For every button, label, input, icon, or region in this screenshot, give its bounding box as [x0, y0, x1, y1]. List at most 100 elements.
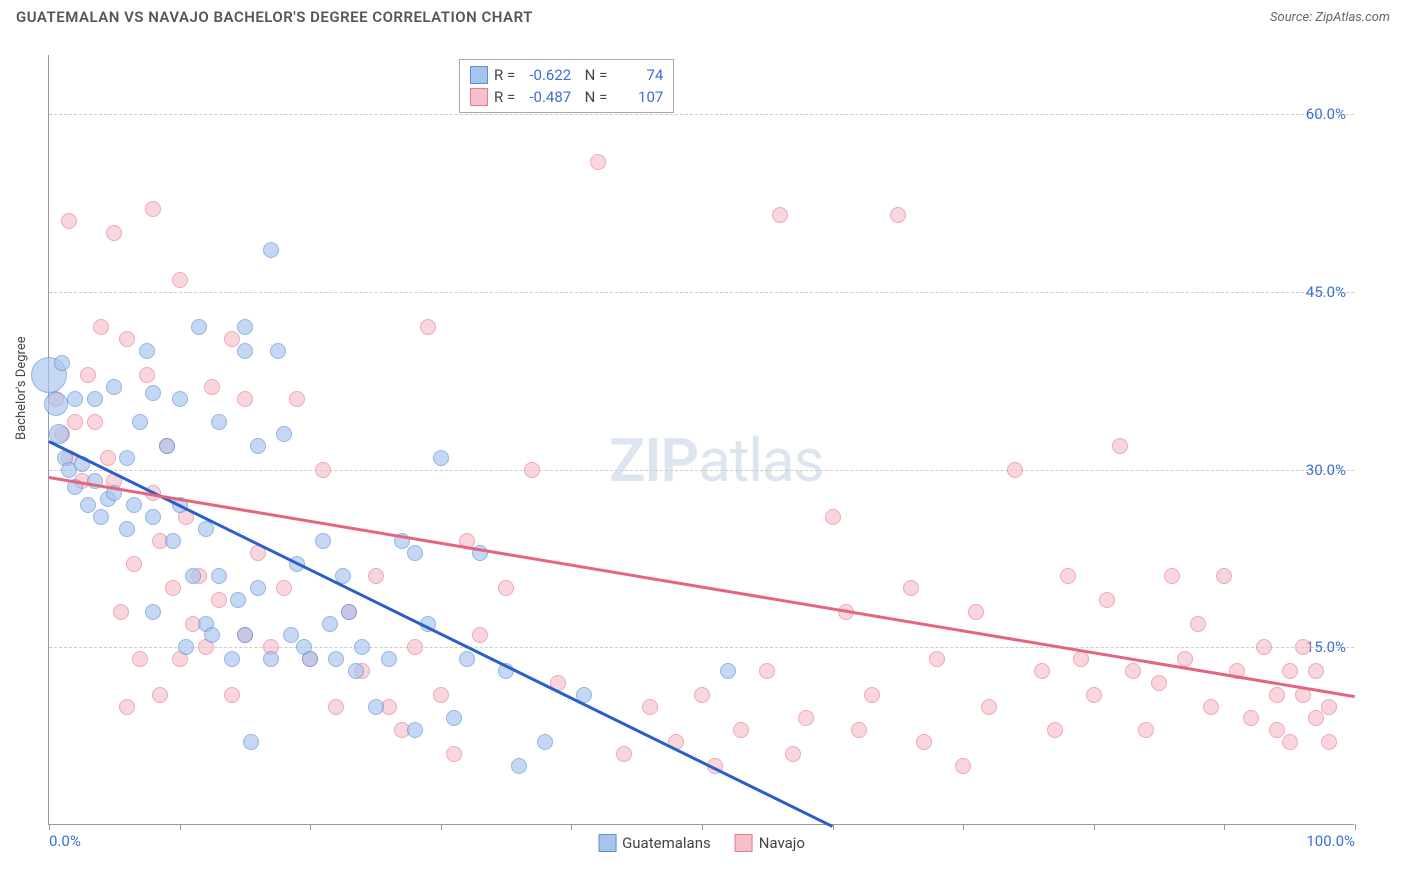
data-point	[152, 687, 168, 703]
data-point	[1308, 710, 1324, 726]
data-point	[981, 699, 997, 715]
data-point	[211, 592, 227, 608]
data-point	[433, 450, 449, 466]
data-point	[864, 687, 880, 703]
data-point	[80, 367, 96, 383]
gridline-h	[49, 647, 1354, 648]
data-point	[759, 663, 775, 679]
x-tick	[702, 824, 703, 830]
bottom-legend: GuatemalansNavajo	[598, 834, 805, 852]
data-point	[263, 242, 279, 258]
y-tick-label: 30.0%	[1306, 461, 1346, 479]
data-point	[407, 722, 423, 738]
stat-key: R =	[494, 88, 515, 106]
data-point	[328, 651, 344, 667]
data-point	[87, 391, 103, 407]
stat-key: R =	[494, 66, 515, 84]
data-point	[446, 746, 462, 762]
chart-header: GUATEMALAN VS NAVAJO BACHELOR'S DEGREE C…	[0, 0, 1406, 30]
legend-swatch	[470, 66, 488, 84]
data-point	[890, 207, 906, 223]
stats-legend: R =-0.622 N =74R =-0.487 N =107	[459, 59, 674, 113]
data-point	[511, 758, 527, 774]
data-point	[368, 699, 384, 715]
data-point	[54, 355, 70, 371]
stat-n-value: 74	[613, 66, 663, 84]
data-point	[772, 207, 788, 223]
data-point	[798, 710, 814, 726]
data-point	[1203, 699, 1219, 715]
data-point	[694, 687, 710, 703]
data-point	[243, 734, 259, 750]
data-point	[472, 627, 488, 643]
data-point	[851, 722, 867, 738]
data-point	[119, 699, 135, 715]
data-point	[407, 545, 423, 561]
data-point	[1308, 663, 1324, 679]
data-point	[733, 722, 749, 738]
data-point	[825, 509, 841, 525]
legend-item: Navajo	[735, 834, 805, 852]
data-point	[224, 687, 240, 703]
gridline-h	[49, 470, 1354, 471]
source-label: Source: ZipAtlas.com	[1270, 10, 1390, 25]
data-point	[1099, 592, 1115, 608]
data-point	[211, 568, 227, 584]
data-point	[1321, 699, 1337, 715]
data-point	[139, 343, 155, 359]
scatter-chart: ZIPatlas 15.0%30.0%45.0%60.0%0.0%100.0%R…	[48, 55, 1354, 825]
data-point	[315, 462, 331, 478]
x-tick	[1224, 824, 1225, 830]
data-point	[283, 627, 299, 643]
x-tick	[963, 824, 964, 830]
stats-row: R =-0.622 N =74	[470, 64, 663, 86]
data-point	[537, 734, 553, 750]
data-point	[61, 213, 77, 229]
data-point	[165, 580, 181, 596]
data-point	[1282, 734, 1298, 750]
data-point	[1295, 639, 1311, 655]
data-point	[498, 580, 514, 596]
data-point	[1007, 462, 1023, 478]
data-point	[1047, 722, 1063, 738]
data-point	[139, 367, 155, 383]
data-point	[1164, 568, 1180, 584]
data-point	[204, 379, 220, 395]
x-tick	[441, 824, 442, 830]
data-point	[172, 391, 188, 407]
data-point	[113, 604, 129, 620]
x-tick	[310, 824, 311, 830]
x-tick-label: 100.0%	[1306, 832, 1355, 850]
data-point	[159, 438, 175, 454]
legend-label: Navajo	[759, 834, 805, 852]
data-point	[720, 663, 736, 679]
data-point	[315, 533, 331, 549]
data-point	[211, 414, 227, 430]
data-point	[230, 592, 246, 608]
data-point	[354, 639, 370, 655]
data-point	[1073, 651, 1089, 667]
data-point	[106, 379, 122, 395]
stat-r-value: -0.487	[521, 88, 571, 106]
data-point	[67, 414, 83, 430]
y-tick-label: 60.0%	[1306, 105, 1346, 123]
x-tick-label: 0.0%	[49, 832, 81, 850]
data-point	[1034, 663, 1050, 679]
stat-key: N =	[577, 66, 607, 84]
data-point	[237, 627, 253, 643]
data-point	[381, 651, 397, 667]
data-point	[237, 319, 253, 335]
data-point	[1086, 687, 1102, 703]
data-point	[119, 331, 135, 347]
data-point	[80, 497, 96, 513]
data-point	[968, 604, 984, 620]
data-point	[100, 450, 116, 466]
legend-swatch	[470, 88, 488, 106]
data-point	[145, 509, 161, 525]
x-tick	[1355, 824, 1356, 830]
data-point	[204, 627, 220, 643]
y-tick-label: 45.0%	[1306, 283, 1346, 301]
data-point	[785, 746, 801, 762]
data-point	[178, 639, 194, 655]
data-point	[302, 651, 318, 667]
